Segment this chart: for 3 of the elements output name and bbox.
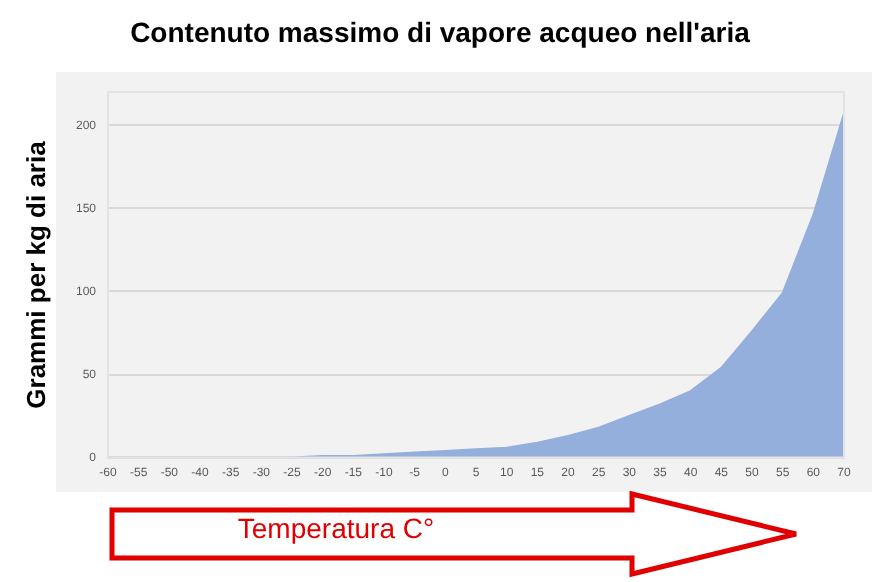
- y-axis-title: Grammi per kg di aria: [21, 139, 51, 413]
- x-axis-title: Temperatura C°: [235, 512, 437, 544]
- chart-title: Contenuto massimo di vapore acqueo nell'aria: [128, 16, 752, 48]
